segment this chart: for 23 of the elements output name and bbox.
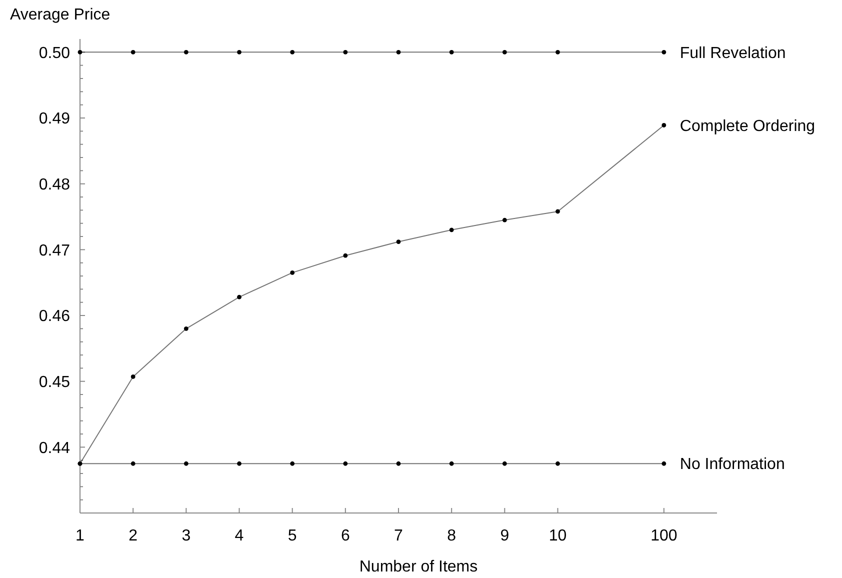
y-tick-label: 0.45 [38,374,70,391]
x-tick-label: 8 [447,528,456,545]
x-tick-label: 9 [500,528,510,545]
y-tick-label: 0.49 [38,110,70,128]
x-tick-label: 10 [548,528,567,545]
series-label: Complete Ordering [680,118,816,135]
y-tick-label: 0.44 [38,440,70,457]
y-tick-label: 0.46 [38,308,70,326]
y-tick-label: 0.50 [38,44,70,62]
y-tick-label: 0.47 [38,242,70,260]
series-label: Full Revelation [680,44,786,62]
x-tick-label: 2 [128,528,138,545]
series-label: No Information [680,456,785,474]
x-tick-label: 4 [234,528,244,545]
x-tick-label: 1 [76,528,85,545]
x-tick-label: 3 [182,528,191,545]
y-axis-title: Average Price [10,6,110,24]
x-tick-label: 6 [340,528,350,545]
x-tick-label: 7 [394,528,404,545]
x-axis-title: Number of Items [359,558,478,576]
x-tick-label: 100 [650,528,678,545]
x-tick-label: 5 [288,528,297,545]
y-tick-label: 0.48 [38,176,70,194]
